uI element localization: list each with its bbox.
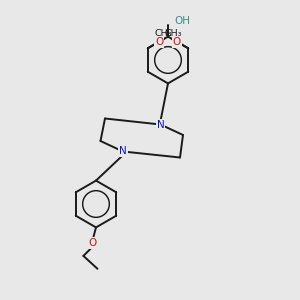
Text: N: N [119,146,127,157]
Text: O: O [88,238,97,248]
Text: CH₃: CH₃ [154,29,172,38]
Text: N: N [157,119,164,130]
Text: CH₃: CH₃ [164,29,182,38]
Text: O: O [173,37,181,47]
Text: O: O [155,37,163,47]
Text: OH: OH [175,16,190,26]
